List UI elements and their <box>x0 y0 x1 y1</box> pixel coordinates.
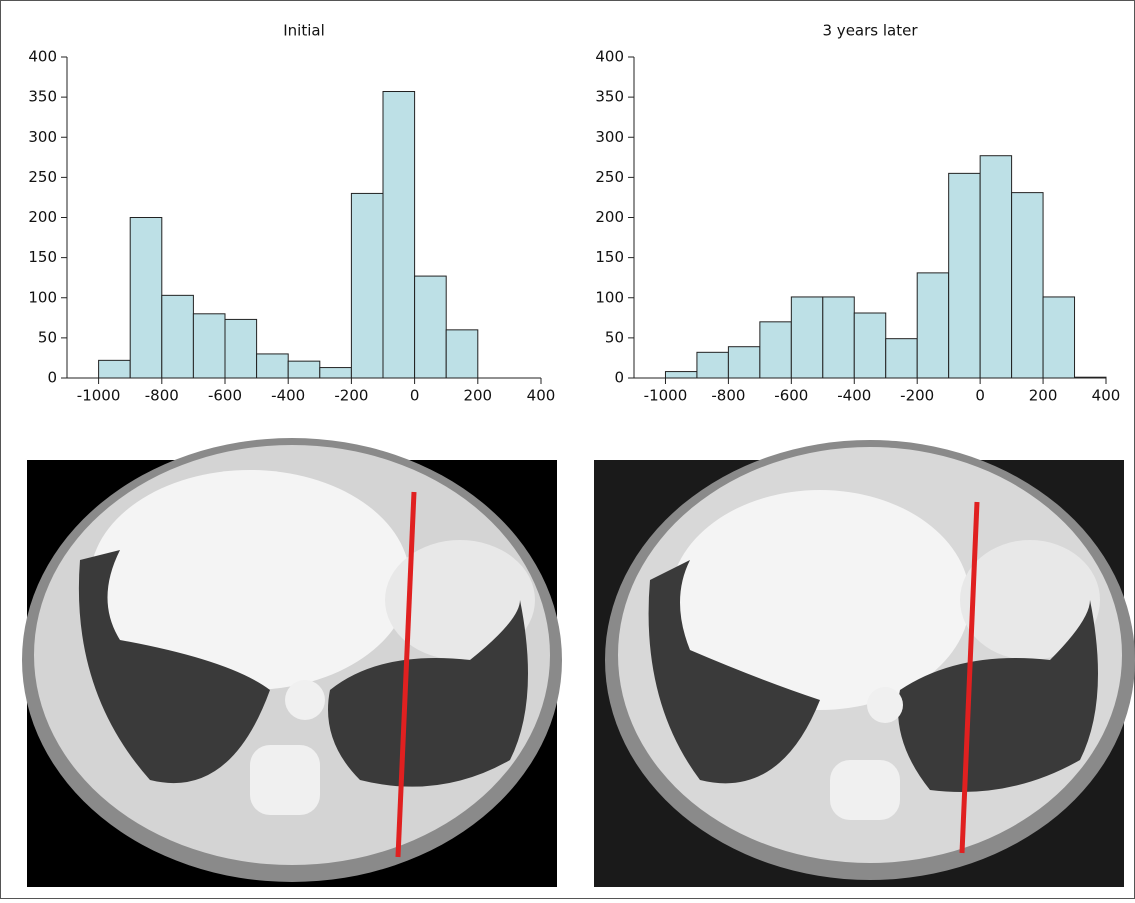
bar <box>664 371 698 379</box>
y-tick-label: 100 <box>595 288 624 306</box>
measurement-line <box>395 491 417 858</box>
chart-title: Initial <box>283 22 325 40</box>
y-tick-label: 150 <box>28 248 57 266</box>
chart-title: 3 years later <box>823 22 919 40</box>
ct-liver <box>670 490 970 710</box>
x-tick-label: -800 <box>711 387 745 405</box>
bar <box>287 360 321 379</box>
bar <box>445 329 479 379</box>
ct-spine <box>830 760 900 820</box>
x-tick-label: 0 <box>975 387 985 405</box>
x-tick-label: 200 <box>1029 387 1058 405</box>
ct-right-lung <box>648 560 820 784</box>
x-tick-label: -800 <box>145 387 179 405</box>
ct-aorta <box>285 680 325 720</box>
ct-aorta <box>867 687 903 723</box>
y-tick-label: 350 <box>595 88 624 106</box>
ct-left-lung <box>898 600 1098 792</box>
measurement-line <box>959 501 980 854</box>
y-tick-label: 200 <box>595 208 624 226</box>
y-tick-label: 400 <box>28 48 57 66</box>
bar <box>727 346 761 379</box>
bar <box>696 351 729 379</box>
x-tick-label: -600 <box>208 387 242 405</box>
x-tick-label: 400 <box>527 387 556 405</box>
bar <box>319 367 352 379</box>
ct-heart <box>960 540 1100 660</box>
bar <box>979 155 1013 379</box>
y-tick-label: 100 <box>28 288 57 306</box>
x-tick-label: -400 <box>271 387 305 405</box>
y-tick-label: 0 <box>47 369 57 387</box>
ct-image-later <box>594 440 1135 887</box>
y-tick-label: 50 <box>38 328 57 346</box>
bar <box>350 192 384 379</box>
ct-spine <box>250 745 320 815</box>
y-tick-label: 300 <box>28 128 57 146</box>
x-tick-label: -1000 <box>77 387 121 405</box>
bar <box>192 313 226 379</box>
bar <box>948 172 981 379</box>
x-tick-label: -400 <box>837 387 871 405</box>
bar <box>1011 192 1044 379</box>
x-tick-label: -1000 <box>644 387 688 405</box>
bar <box>382 91 416 379</box>
y-tick-label: 250 <box>595 168 624 186</box>
y-tick-label: 150 <box>595 248 624 266</box>
bar <box>916 272 950 379</box>
bar <box>759 321 792 379</box>
y-tick-label: 0 <box>614 369 624 387</box>
x-tick-label: 0 <box>410 387 420 405</box>
y-tick-label: 300 <box>595 128 624 146</box>
ct-right-lung <box>78 550 270 784</box>
y-tick-label: 350 <box>28 88 57 106</box>
y-tick-label: 50 <box>605 328 624 346</box>
bar <box>885 338 918 379</box>
x-tick-label: 400 <box>1092 387 1121 405</box>
bar <box>1042 296 1076 379</box>
x-tick-label: -200 <box>334 387 368 405</box>
ct-image-initial <box>22 438 562 887</box>
bar <box>853 312 887 379</box>
y-tick-label: 200 <box>28 208 57 226</box>
bar <box>161 294 194 379</box>
bar <box>256 353 289 379</box>
ct-heart <box>385 540 535 660</box>
bar <box>129 217 163 379</box>
ct-liver <box>90 470 410 690</box>
x-tick-label: -600 <box>774 387 808 405</box>
x-tick-label: -200 <box>900 387 934 405</box>
y-tick-label: 250 <box>28 168 57 186</box>
bar <box>822 296 855 379</box>
bar <box>790 296 824 379</box>
bar <box>414 275 447 379</box>
bar <box>224 318 258 379</box>
ct-left-lung <box>328 600 528 787</box>
x-tick-label: 200 <box>463 387 492 405</box>
y-tick-label: 400 <box>595 48 624 66</box>
bar <box>98 359 131 379</box>
